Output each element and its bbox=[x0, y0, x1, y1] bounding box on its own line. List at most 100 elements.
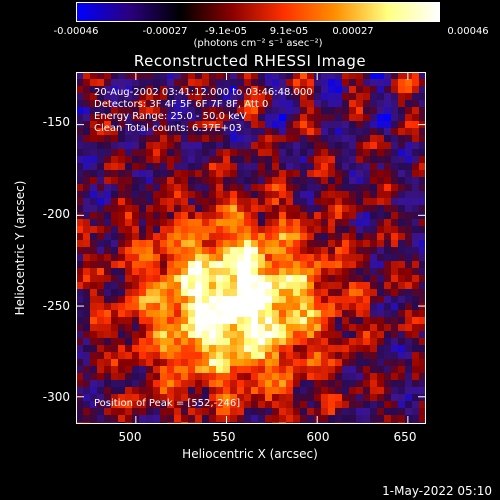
heatmap-cell bbox=[314, 366, 321, 373]
heatmap-cell bbox=[104, 79, 111, 86]
heatmap-cell bbox=[125, 261, 132, 268]
heatmap-cell bbox=[300, 135, 307, 142]
heatmap-cell bbox=[251, 198, 258, 205]
heatmap-cell bbox=[174, 198, 181, 205]
heatmap-cell bbox=[195, 212, 202, 219]
heatmap-cell bbox=[216, 86, 223, 93]
heatmap-cell bbox=[405, 254, 412, 261]
heatmap-cell bbox=[195, 366, 202, 373]
heatmap-cell bbox=[412, 156, 419, 163]
heatmap-cell bbox=[391, 268, 398, 275]
heatmap-cell bbox=[83, 149, 90, 156]
heatmap-cell bbox=[132, 86, 139, 93]
x-tick-label: 600 bbox=[306, 430, 330, 444]
heatmap-cell bbox=[419, 345, 426, 352]
heatmap-cell bbox=[405, 219, 412, 226]
heatmap-cell bbox=[412, 240, 419, 247]
heatmap-cell bbox=[356, 114, 363, 121]
heatmap-cell bbox=[223, 233, 230, 240]
heatmap-cell bbox=[83, 380, 90, 387]
heatmap-cell bbox=[174, 331, 181, 338]
heatmap-cell bbox=[342, 373, 349, 380]
heatmap-cell bbox=[83, 352, 90, 359]
heatmap-cell bbox=[279, 289, 286, 296]
heatmap-cell bbox=[377, 191, 384, 198]
heatmap-cell bbox=[153, 247, 160, 254]
heatmap-cell bbox=[181, 247, 188, 254]
heatmap-cell bbox=[83, 289, 90, 296]
heatmap-cell bbox=[237, 359, 244, 366]
heatmap-cell bbox=[202, 345, 209, 352]
heatmap-cell bbox=[384, 240, 391, 247]
heatmap-cell bbox=[293, 247, 300, 254]
heatmap-cell bbox=[363, 338, 370, 345]
heatmap-cell bbox=[237, 289, 244, 296]
heatmap-cell bbox=[307, 163, 314, 170]
heatmap-cell bbox=[356, 86, 363, 93]
heatmap-cell bbox=[405, 268, 412, 275]
heatmap-cell bbox=[153, 121, 160, 128]
heatmap-cell bbox=[293, 149, 300, 156]
heatmap-cell bbox=[251, 261, 258, 268]
heatmap-cell bbox=[181, 149, 188, 156]
heatmap-svg bbox=[76, 72, 426, 424]
heatmap-cell bbox=[279, 345, 286, 352]
heatmap-cell bbox=[384, 107, 391, 114]
heatmap-cell bbox=[153, 296, 160, 303]
heatmap-cell bbox=[76, 135, 83, 142]
heatmap-cell bbox=[398, 303, 405, 310]
heatmap-cell bbox=[153, 401, 160, 408]
heatmap-cell bbox=[216, 114, 223, 121]
heatmap-cell bbox=[384, 198, 391, 205]
heatmap-cell bbox=[139, 226, 146, 233]
heatmap-cell bbox=[195, 170, 202, 177]
heatmap-cell bbox=[419, 338, 426, 345]
heatmap-cell bbox=[76, 331, 83, 338]
heatmap-cell bbox=[118, 352, 125, 359]
heatmap-cell bbox=[398, 352, 405, 359]
heatmap-cell bbox=[83, 408, 90, 415]
heatmap-cell bbox=[104, 380, 111, 387]
heatmap-cell bbox=[237, 177, 244, 184]
heatmap-cell bbox=[125, 345, 132, 352]
heatmap-cell bbox=[272, 408, 279, 415]
heatmap-cell bbox=[76, 422, 83, 424]
heatmap-cell bbox=[111, 93, 118, 100]
heatmap-cell bbox=[146, 289, 153, 296]
heatmap-cell bbox=[167, 401, 174, 408]
heatmap-cell bbox=[412, 408, 419, 415]
heatmap-cell bbox=[195, 338, 202, 345]
heatmap-cell bbox=[342, 338, 349, 345]
heatmap-cell bbox=[377, 401, 384, 408]
heatmap-cell bbox=[83, 373, 90, 380]
heatmap-cell bbox=[97, 422, 104, 424]
heatmap-cell bbox=[83, 401, 90, 408]
heatmap-cell bbox=[118, 205, 125, 212]
heatmap-cell bbox=[307, 261, 314, 268]
heatmap-cell bbox=[209, 408, 216, 415]
heatmap-cell bbox=[398, 310, 405, 317]
heatmap-cell bbox=[76, 72, 83, 79]
heatmap-cell bbox=[83, 275, 90, 282]
heatmap-cell bbox=[349, 317, 356, 324]
heatmap-cell bbox=[279, 282, 286, 289]
heatmap-cell bbox=[237, 408, 244, 415]
heatmap-cell bbox=[412, 247, 419, 254]
heatmap-cell bbox=[279, 114, 286, 121]
heatmap-cell bbox=[419, 191, 426, 198]
heatmap-cell bbox=[216, 282, 223, 289]
heatmap-cell bbox=[132, 380, 139, 387]
heatmap-cell bbox=[174, 394, 181, 401]
heatmap-cell bbox=[153, 135, 160, 142]
heatmap-cell bbox=[398, 114, 405, 121]
heatmap-cell bbox=[90, 359, 97, 366]
heatmap-cell bbox=[139, 170, 146, 177]
heatmap-cell bbox=[97, 79, 104, 86]
heatmap-cell bbox=[384, 345, 391, 352]
heatmap-cell bbox=[258, 240, 265, 247]
heatmap-cell bbox=[244, 324, 251, 331]
heatmap-cell bbox=[286, 380, 293, 387]
heatmap-cell bbox=[419, 366, 426, 373]
heatmap-cell bbox=[349, 261, 356, 268]
heatmap-cell bbox=[195, 352, 202, 359]
